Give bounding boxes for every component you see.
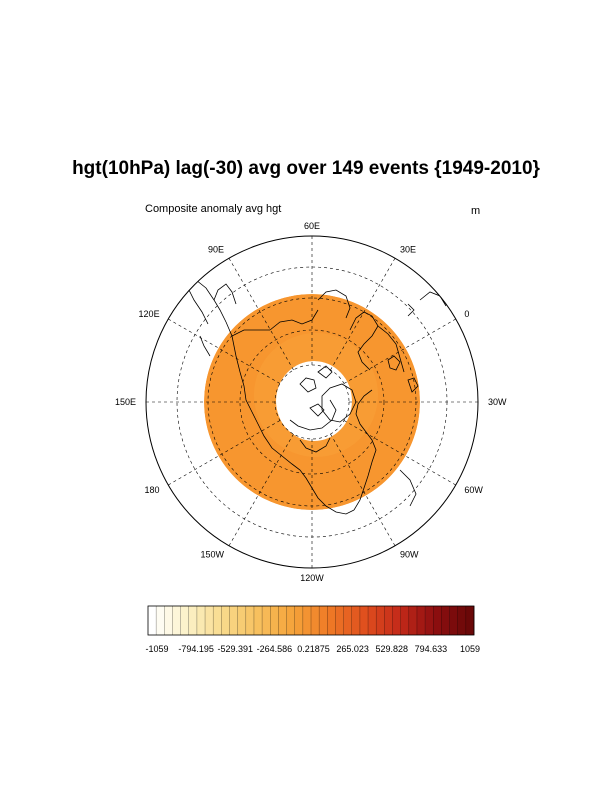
longitude-label: 60W bbox=[464, 485, 483, 495]
colorbar-box bbox=[335, 606, 344, 635]
colorbar-box bbox=[229, 606, 238, 635]
units-label: m bbox=[471, 205, 481, 217]
colorbar-box bbox=[253, 606, 263, 635]
colorbar-box bbox=[311, 606, 320, 635]
colorbar-label: 794.633 bbox=[415, 644, 448, 654]
colorbar-box bbox=[164, 606, 173, 635]
colorbar-label: 1059 bbox=[460, 644, 480, 654]
colorbar-box bbox=[392, 606, 401, 635]
colorbar-box bbox=[245, 606, 255, 635]
colorbar-box bbox=[368, 606, 377, 635]
colorbar: -1059 -794.195 -529.391 -264.586 0.21875 265.… bbox=[145, 605, 480, 654]
longitude-label: 180 bbox=[145, 485, 160, 495]
colorbar-box bbox=[351, 606, 361, 635]
longitude-label: 30W bbox=[488, 397, 507, 407]
colorbar-box bbox=[359, 606, 369, 635]
colorbar-box bbox=[196, 606, 206, 635]
colorbar-label: -264.586 bbox=[257, 644, 293, 654]
colorbar-box bbox=[343, 606, 353, 635]
longitude-label: 150W bbox=[200, 549, 224, 559]
colorbar-box bbox=[188, 606, 198, 635]
longitude-label: 90W bbox=[400, 549, 419, 559]
longitude-labels: 60E 30E 0 30W 60W 90W 120W 150W 180 150E 120E 90E bbox=[115, 221, 507, 583]
colorbar-box bbox=[425, 606, 434, 635]
colorbar-box bbox=[416, 606, 426, 635]
colorbar-frame bbox=[147, 605, 475, 636]
colorbar-box bbox=[278, 606, 287, 635]
longitude-label: 120E bbox=[139, 309, 160, 319]
colorbar-box bbox=[457, 606, 467, 635]
colorbar-box bbox=[262, 606, 271, 635]
longitude-label: 0 bbox=[464, 309, 469, 319]
colorbar-box bbox=[449, 606, 458, 635]
colorbar-box bbox=[148, 606, 157, 635]
colorbar-box bbox=[400, 606, 410, 635]
colorbar-box bbox=[465, 606, 475, 635]
anomaly-ring-shade bbox=[254, 333, 378, 457]
colorbar-box bbox=[172, 606, 181, 635]
colorbar-box bbox=[221, 606, 230, 635]
longitude-label: 60E bbox=[304, 221, 320, 231]
colorbar-boxes bbox=[148, 606, 475, 635]
colorbar-label: -529.391 bbox=[217, 644, 253, 654]
colorbar-box bbox=[319, 606, 328, 635]
colorbar-box bbox=[213, 606, 222, 635]
colorbar-box bbox=[156, 606, 165, 635]
longitude-label: 30E bbox=[400, 245, 416, 255]
colorbar-box bbox=[237, 606, 247, 635]
colorbar-box bbox=[270, 606, 279, 635]
colorbar-label: 0.21875 bbox=[297, 644, 330, 654]
subtitle-left: Composite anomaly avg hgt bbox=[145, 203, 282, 215]
colorbar-label: 265.023 bbox=[336, 644, 369, 654]
colorbar-box bbox=[205, 606, 214, 635]
colorbar-box bbox=[286, 606, 295, 635]
anomaly-fill bbox=[204, 294, 420, 510]
colorbar-label: -1059 bbox=[145, 644, 168, 654]
colorbar-box bbox=[302, 606, 312, 635]
colorbar-box bbox=[441, 606, 450, 635]
colorbar-box bbox=[294, 606, 304, 635]
graticule bbox=[146, 236, 478, 568]
colorbar-labels: -1059 -794.195 -529.391 -264.586 0.21875 265.… bbox=[145, 644, 480, 654]
colorbar-box bbox=[384, 606, 393, 635]
map-boundary bbox=[145, 235, 479, 569]
longitude-label: 90E bbox=[208, 245, 224, 255]
coastlines bbox=[187, 279, 447, 515]
colorbar-box bbox=[327, 606, 336, 635]
colorbar-box bbox=[376, 606, 385, 635]
plot-title: hgt(10hPa) lag(-30) avg over 149 events … bbox=[72, 158, 540, 179]
longitude-label: 150E bbox=[115, 397, 136, 407]
colorbar-label: 529.828 bbox=[375, 644, 408, 654]
colorbar-box bbox=[180, 606, 190, 635]
colorbar-box bbox=[408, 606, 418, 635]
latitude-circle-70 bbox=[239, 329, 385, 475]
colorbar-label: -794.195 bbox=[178, 644, 214, 654]
longitude-label: 120W bbox=[300, 573, 324, 583]
colorbar-box bbox=[433, 606, 442, 635]
